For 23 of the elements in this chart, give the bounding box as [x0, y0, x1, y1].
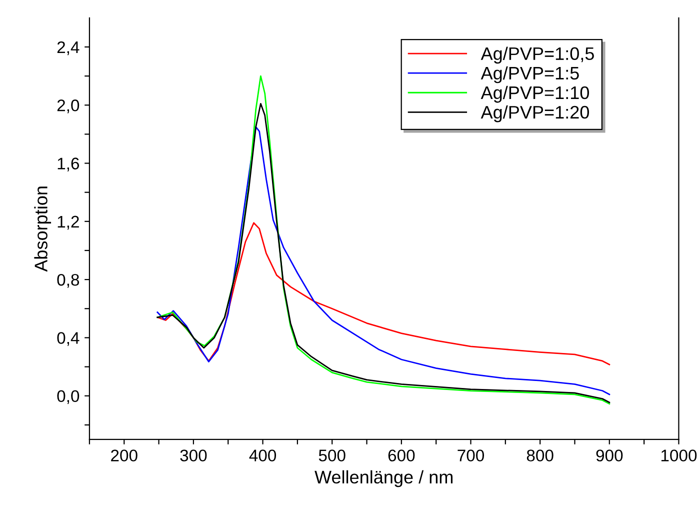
line-series [156, 222, 610, 366]
y-tick-label: 0,0 [57, 390, 80, 404]
x-axis-title: Wellenlänge / nm [314, 470, 453, 488]
legend-label: Ag/PVP=1:10 [480, 86, 589, 103]
x-tick-label: 800 [526, 450, 554, 462]
x-tick-label: 500 [318, 450, 346, 462]
legend-label: Ag/PVP=1:0,5 [480, 46, 594, 64]
y-axis-title: Absorption [34, 186, 52, 272]
x-tick-label: 300 [180, 450, 207, 462]
legend-label: Ag/PVP=1:20 [480, 105, 589, 122]
x-tick-label: 600 [388, 450, 415, 462]
y-tick-label: 2,4 [57, 41, 80, 56]
legend-label: Ag/PVP=1:5 [480, 66, 579, 84]
y-tick-label: 1,6 [58, 158, 80, 172]
x-tick-label: 200 [111, 450, 138, 462]
y-tick-label: 2,0 [57, 100, 80, 114]
x-tick-label: 1000 [661, 450, 697, 462]
y-tick-label: 0,4 [57, 332, 80, 346]
y-tick-label: 0,8 [57, 274, 80, 288]
x-tick-label: 700 [458, 450, 484, 462]
x-tick-label: 900 [596, 450, 623, 462]
x-tick-label: 400 [249, 450, 276, 462]
y-tick-label: 1,2 [58, 216, 79, 230]
